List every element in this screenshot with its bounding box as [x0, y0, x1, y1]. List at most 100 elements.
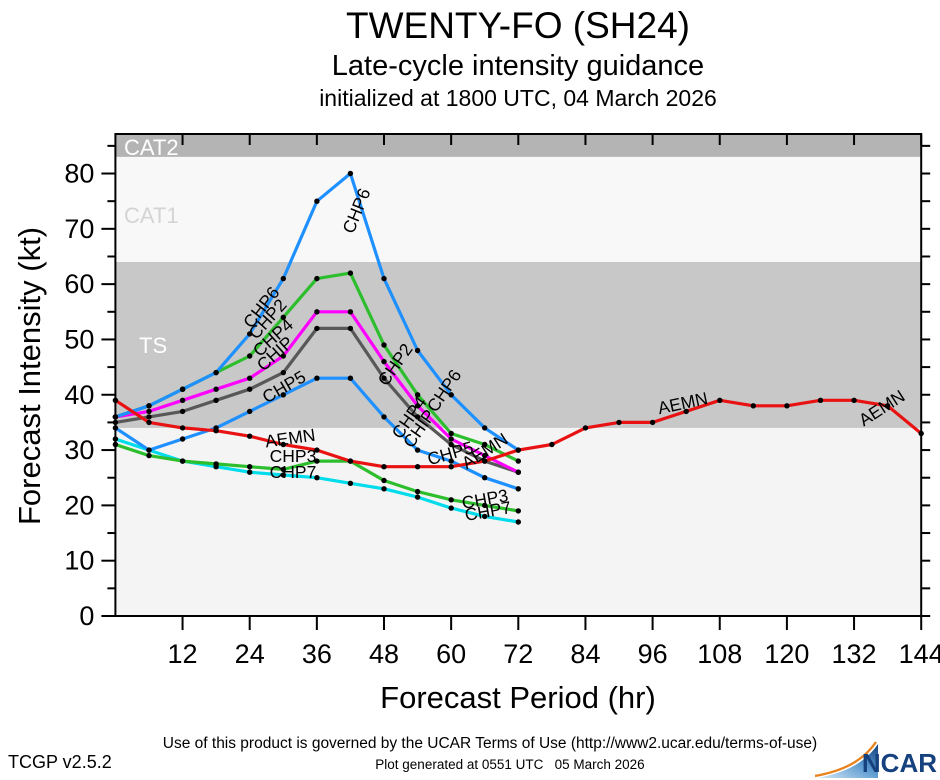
y-axis-title: Forecast Intensity (kt): [12, 226, 47, 526]
marker-CHP7-66h: [482, 513, 488, 520]
x-tick-label-132: 132: [832, 639, 877, 669]
marker-CHP2-48h: [381, 342, 387, 348]
marker-CHP3-48h: [381, 477, 387, 484]
plot-generated-line: Plot generated at 0551 UTC 05 March 2026: [375, 757, 645, 772]
marker-CHP4-12h: [179, 397, 186, 403]
band-TS: [115, 262, 922, 428]
marker-AEMN-54h: [414, 464, 421, 470]
marker-CHIP-30h: [280, 369, 286, 376]
marker-CHP3-60h: [448, 497, 454, 503]
title-block: TWENTY-FO (SH24) Late-cycle intensity gu…: [96, 4, 940, 112]
marker-AEMN-90h: [616, 419, 622, 426]
marker-CHP7-54h: [414, 494, 421, 500]
x-tick-label-12: 12: [168, 639, 198, 669]
marker-CHP6-36h: [314, 198, 320, 204]
marker-CHP3-54h: [414, 488, 421, 495]
marker-CHP5-12h: [179, 436, 186, 442]
marker-CHP5-66h: [482, 475, 488, 481]
marker-CHIP-12h: [179, 408, 186, 415]
marker-AEMN-36h: [314, 447, 320, 453]
marker-CHP4-42h: [347, 309, 354, 315]
band-label-CAT1: CAT1: [124, 203, 179, 228]
marker-AEMN-126h: [817, 397, 824, 403]
marker-CHIP-18h: [213, 397, 219, 403]
marker-AEMN-42h: [347, 458, 354, 464]
marker-CHIP-42h: [347, 325, 354, 332]
marker-CHP7-30h: [280, 472, 286, 478]
marker-AEMN-102h: [683, 408, 689, 415]
marker-AEMN-60h: [448, 464, 454, 470]
marker-CHP7-24h: [247, 469, 253, 475]
y-tick-label-50: 50: [64, 324, 94, 354]
marker-CHP6-42h: [347, 170, 354, 177]
marker-CHP3-6h: [146, 452, 152, 459]
marker-CHP2-54h: [414, 392, 421, 398]
marker-CHIP-36h: [314, 325, 320, 332]
marker-CHP5-36h: [314, 375, 320, 381]
marker-AEMN-138h: [884, 403, 891, 409]
marker-AEMN-78h: [549, 441, 555, 448]
marker-CHP7-48h: [381, 486, 387, 492]
marker-CHP4-72h: [515, 469, 521, 475]
marker-CHP4-24h: [247, 375, 253, 381]
marker-CHP2-72h: [515, 458, 521, 464]
marker-CHP5-54h: [414, 447, 421, 453]
tcgp-version-label: TCGP v2.5.2: [8, 752, 112, 772]
marker-CHP5-48h: [381, 414, 387, 420]
marker-CHP5-72h: [515, 486, 521, 492]
marker-AEMN-66h: [482, 458, 488, 464]
marker-CHP5-6h: [146, 447, 152, 453]
y-tick-label-70: 70: [64, 214, 94, 244]
storm-title: TWENTY-FO (SH24): [346, 5, 690, 46]
plot-subtitle: Late-cycle intensity guidance: [331, 50, 705, 82]
x-tick-label-144: 144: [899, 639, 940, 669]
x-tick-label-108: 108: [697, 639, 742, 669]
marker-CHIP-60h: [448, 441, 454, 448]
marker-CHIP-6h: [146, 414, 152, 420]
y-tick-label-80: 80: [64, 159, 94, 189]
x-tick-label-96: 96: [638, 639, 668, 669]
marker-AEMN-18h: [213, 428, 219, 434]
marker-CHP2-24h: [247, 353, 253, 359]
y-tick-label-0: 0: [79, 601, 94, 631]
marker-CHP5-60h: [448, 458, 454, 464]
marker-CHP7-72h: [515, 519, 521, 525]
marker-CHP4-6h: [146, 408, 152, 415]
line-label-CHP3-15: CHP3: [270, 446, 317, 466]
marker-AEMN-96h: [649, 419, 656, 426]
marker-CHP5-42h: [347, 375, 354, 381]
marker-AEMN-12h: [179, 425, 186, 431]
marker-CHP4-30h: [280, 353, 286, 359]
marker-AEMN-108h: [717, 397, 723, 403]
marker-CHP7-36h: [314, 475, 320, 481]
y-tick-label-10: 10: [64, 546, 94, 576]
marker-AEMN-84h: [582, 425, 589, 431]
marker-CHP6-60h: [448, 392, 454, 398]
line-label-CHP7-16: CHP7: [270, 462, 317, 482]
y-tick-label-60: 60: [64, 269, 94, 299]
marker-CHP4-66h: [482, 452, 488, 459]
ncar-logo: NCAR: [814, 741, 939, 779]
marker-CHP5-24h: [247, 408, 253, 415]
marker-CHP4-18h: [213, 386, 219, 392]
x-tick-label-72: 72: [503, 639, 533, 669]
marker-CHP7-42h: [347, 480, 354, 486]
marker-AEMN-132h: [851, 397, 857, 403]
x-tick-label-84: 84: [570, 639, 600, 669]
marker-AEMN-24h: [247, 433, 253, 439]
marker-CHP3-36h: [314, 458, 320, 464]
marker-CHP4-48h: [381, 358, 387, 365]
x-tick-label-48: 48: [369, 639, 399, 669]
marker-CHP6-66h: [482, 425, 488, 431]
marker-CHP7-60h: [448, 505, 454, 511]
marker-CHP3-24h: [247, 464, 253, 470]
marker-CHIP-54h: [414, 414, 421, 420]
marker-CHP6-48h: [381, 275, 387, 282]
marker-CHIP-48h: [381, 375, 387, 381]
marker-CHP6-24h: [247, 331, 253, 337]
ncar-logo-swoosh-icon: [814, 741, 878, 778]
marker-CHP5-30h: [280, 392, 286, 398]
marker-CHP6-12h: [179, 386, 186, 392]
y-tick-label-20: 20: [64, 490, 94, 520]
